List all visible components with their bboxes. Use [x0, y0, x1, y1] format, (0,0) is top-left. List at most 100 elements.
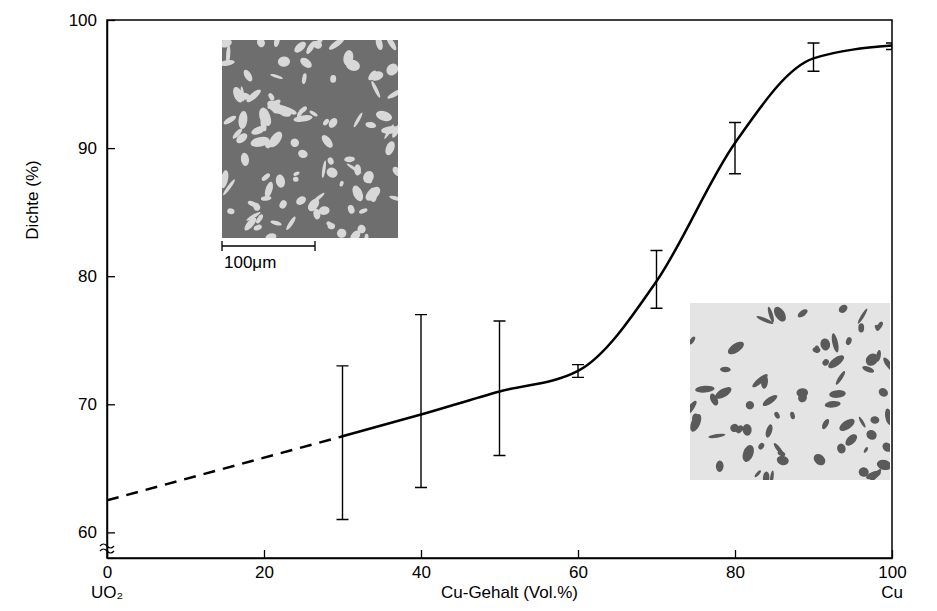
grain: [222, 59, 235, 67]
error-bar: [337, 366, 349, 520]
grain: [777, 450, 786, 458]
error-bar: [729, 122, 741, 173]
grain: [348, 229, 362, 238]
y-tick: 90: [78, 139, 115, 158]
grain: [367, 69, 379, 82]
micrograph-ground: [690, 303, 890, 480]
y-tick-label: 100: [69, 11, 97, 30]
grain: [837, 303, 849, 314]
grain: [350, 184, 365, 203]
y-tick-label: 80: [78, 267, 97, 286]
y-tick: 60: [78, 523, 115, 542]
grain: [834, 370, 846, 386]
grain: [278, 199, 288, 210]
grain: [266, 129, 284, 149]
grain: [321, 160, 327, 178]
x-axis: 020406080100: [103, 550, 907, 582]
grain: [293, 114, 313, 123]
grain: [836, 443, 847, 455]
y-tick-label: 90: [78, 139, 97, 158]
grain: [330, 75, 336, 83]
grain: [690, 399, 698, 418]
y-axis: 60 70 80 90 100: [69, 11, 115, 559]
grain: [861, 365, 875, 375]
grain: [863, 446, 869, 453]
grain: [773, 411, 781, 420]
x-tick-mark: [264, 550, 265, 558]
y-tick-mark: [107, 404, 115, 405]
grain: [757, 442, 765, 451]
grain: [764, 424, 774, 439]
grain: [301, 73, 307, 84]
grain: [293, 171, 300, 177]
grain: [695, 385, 715, 393]
grain: [819, 338, 831, 352]
grain: [829, 389, 846, 398]
grain: [263, 181, 274, 199]
grain: [339, 180, 345, 187]
grain: [242, 68, 254, 83]
grain: [250, 135, 271, 148]
grain: [275, 174, 286, 189]
error-bar: [572, 365, 584, 378]
grain: [884, 408, 890, 426]
grain: [364, 234, 369, 238]
grain: [375, 109, 394, 123]
grain: [346, 162, 362, 174]
plot-frame: [107, 20, 892, 558]
x-tick-mark: [421, 550, 422, 558]
grain: [811, 452, 827, 468]
grain: [391, 124, 398, 139]
x-tick-label: 40: [412, 563, 431, 582]
y-tick-label: 70: [78, 395, 97, 414]
grain: [285, 216, 297, 232]
grain: [386, 87, 398, 101]
grain: [826, 353, 846, 371]
grain: [336, 228, 347, 238]
grain: [256, 40, 267, 48]
scale-bar-line: [222, 241, 315, 251]
grain: [231, 127, 243, 140]
grain: [692, 413, 700, 425]
y-tick: 80: [78, 267, 115, 286]
x-tick: 60: [569, 550, 588, 582]
grain: [821, 358, 830, 367]
grain: [370, 80, 382, 98]
grain: [362, 173, 374, 185]
y-axis-title: Dichte (%): [23, 160, 42, 239]
grain: [882, 356, 890, 373]
grain: [756, 315, 774, 325]
grain: [708, 392, 720, 407]
series-line: [107, 436, 343, 500]
y-tick-mark: [107, 20, 115, 21]
error-bar: [415, 315, 427, 488]
grain: [273, 40, 281, 48]
x-tick: 80: [726, 550, 745, 582]
x-tick-label: 80: [726, 563, 745, 582]
y-tick-mark: [107, 148, 115, 149]
scale-bar: 100μm: [222, 241, 315, 272]
grain: [327, 40, 345, 52]
grain: [821, 418, 831, 430]
grain: [361, 169, 375, 184]
micrograph: [683, 303, 896, 484]
grain: [278, 56, 291, 67]
grain: [327, 156, 335, 165]
error-bar: [494, 321, 506, 456]
grain: [312, 192, 325, 204]
grain: [865, 469, 882, 480]
grain: [763, 471, 770, 480]
x-axis-line: [108, 558, 893, 560]
grain: [383, 140, 396, 157]
grain: [830, 333, 840, 353]
grain: [875, 321, 885, 332]
grain: [824, 400, 841, 408]
grain: [726, 339, 746, 356]
chart: 100μm02040608010060708090100Dichte (%)Cu…: [0, 0, 937, 611]
grain: [259, 118, 267, 132]
grain: [267, 92, 275, 101]
grain: [327, 222, 336, 230]
grain: [877, 386, 890, 398]
grain: [843, 432, 859, 448]
grain: [858, 323, 864, 332]
